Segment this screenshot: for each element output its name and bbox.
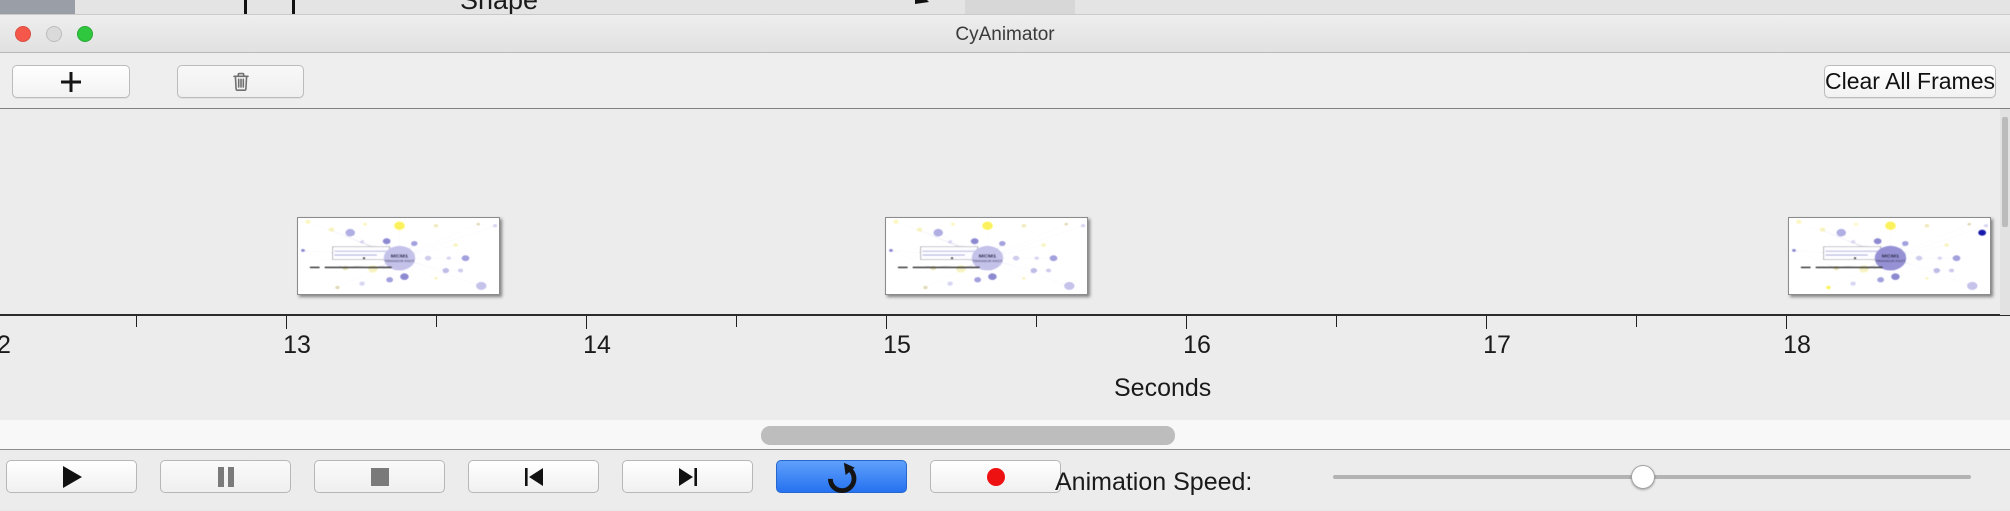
- svg-text:TRANSCR FACT: TRANSCR FACT: [384, 259, 415, 262]
- svg-text:MCM1: MCM1: [979, 254, 996, 259]
- svg-text:MCM1: MCM1: [1882, 254, 1899, 259]
- svg-text:TRANSCR FACT: TRANSCR FACT: [972, 259, 1003, 262]
- svg-text:TRANSCR FACT: TRANSCR FACT: [1875, 259, 1906, 262]
- svg-text:MCM1: MCM1: [391, 254, 408, 259]
